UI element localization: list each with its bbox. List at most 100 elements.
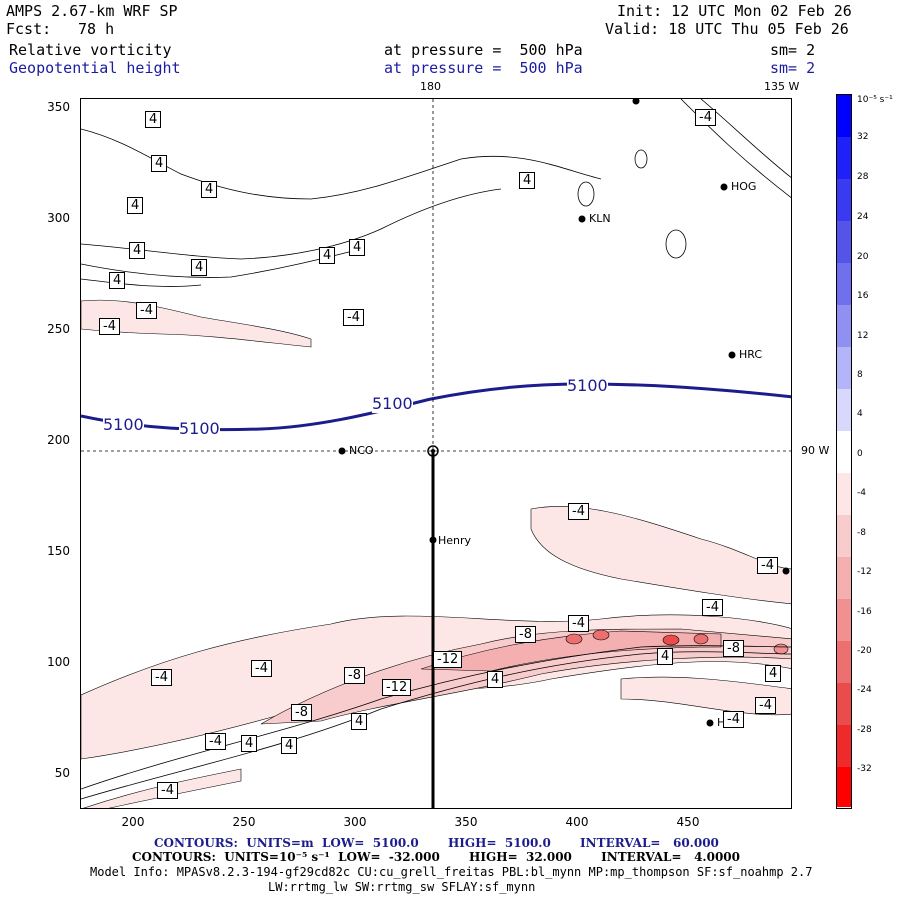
colorbar	[836, 94, 852, 809]
colorbar-label: 12	[857, 331, 869, 341]
x-tick: 200	[121, 815, 145, 829]
colorbar-label: -28	[857, 725, 872, 735]
y-tick: 250	[47, 322, 70, 336]
forecast-label: Fcst:	[6, 20, 52, 38]
colorbar-label: -32	[857, 764, 872, 774]
vort-label: 4	[487, 671, 504, 688]
vort-label: 4	[145, 111, 162, 128]
field2-pressure: at pressure = 500 hPa	[384, 59, 583, 77]
vort-label: 4	[519, 172, 536, 189]
colorbar-swatch	[837, 515, 851, 557]
height-label-4: 5100	[567, 376, 608, 395]
vort-label: -12	[433, 651, 463, 668]
vort-label: 4	[241, 735, 258, 752]
height-label-2: 5100	[179, 419, 220, 438]
colorbar-swatch	[837, 305, 851, 347]
vort-label: -8	[344, 667, 365, 684]
vort-label: -12	[382, 679, 412, 696]
vort-label: 4	[191, 259, 208, 276]
height-label-1: 5100	[103, 415, 144, 434]
colorbar-label: -24	[857, 685, 872, 695]
colorbar-swatch	[837, 599, 851, 641]
vort-label: -8	[515, 626, 536, 643]
vort-label: 4	[657, 648, 674, 665]
colorbar-swatch	[837, 683, 851, 725]
colorbar-label: 24	[857, 212, 869, 222]
model-info-2: LW:rrtmg_lw SW:rrtmg_sw SFLAY:sf_mynn	[268, 880, 536, 894]
colorbar-swatch	[837, 431, 851, 473]
field1-pressure: at pressure = 500 hPa	[384, 41, 583, 59]
y-tick: 200	[47, 433, 70, 447]
colorbar-label: 28	[857, 172, 869, 182]
x-tick: 250	[232, 815, 256, 829]
vort-label: -4	[568, 615, 589, 632]
station-henry: Henry	[438, 534, 472, 547]
vort-label: 4	[151, 155, 168, 172]
colorbar-swatch	[837, 767, 851, 807]
colorbar-swatch	[837, 221, 851, 263]
station-nco: NCO	[349, 444, 374, 457]
y-tick: 50	[54, 766, 70, 780]
vort-label: -4	[251, 660, 272, 677]
colorbar-unit: 10⁻⁵ s⁻¹	[857, 95, 893, 105]
vort-label: 4	[281, 737, 298, 754]
x-tick: 350	[454, 815, 478, 829]
meridian-180-label: 180	[420, 80, 441, 93]
vort-label: 4	[127, 197, 144, 214]
vort-label: 4	[349, 239, 366, 256]
vort-label: 4	[765, 665, 782, 682]
colorbar-label: -12	[857, 567, 872, 577]
meridian-135w-label: 135 W	[764, 80, 800, 93]
colorbar-swatch	[837, 389, 851, 431]
colorbar-label: 16	[857, 291, 869, 301]
colorbar-label: 32	[857, 132, 869, 142]
x-tick: 450	[676, 815, 700, 829]
vort-label: 4	[351, 713, 368, 730]
vort-label: 4	[129, 242, 146, 259]
vort-label: -4	[695, 109, 716, 126]
station-hrc: HRC	[739, 348, 763, 361]
vort-label: -4	[702, 599, 723, 616]
vort-label: 4	[201, 181, 218, 198]
colorbar-swatch	[837, 95, 851, 137]
y-tick: 100	[47, 655, 70, 669]
vort-label: -8	[291, 704, 312, 721]
vort-label: -4	[157, 782, 178, 799]
field1-name: Relative vorticity	[9, 41, 172, 59]
meridian-90w-label: 90 W	[801, 444, 830, 457]
vort-label: -8	[723, 640, 744, 657]
colorbar-swatch	[837, 725, 851, 767]
field2-smoothing: sm= 2	[770, 59, 816, 77]
colorbar-swatch	[837, 557, 851, 599]
map-plot: KLN HOG HRC NCO Henry HG2 5100 5100 5100…	[80, 98, 792, 809]
x-tick: 400	[565, 815, 589, 829]
init-time: Init: 12 UTC Mon 02 Feb 26	[617, 2, 852, 20]
vort-label: -4	[99, 318, 120, 335]
y-tick: 150	[47, 544, 70, 558]
vort-label: -4	[205, 733, 226, 750]
x-tick: 300	[343, 815, 367, 829]
map-canvas	[81, 99, 791, 808]
vort-label: -4	[151, 669, 172, 686]
field1-smoothing: sm= 2	[770, 41, 816, 59]
colorbar-label: -16	[857, 607, 872, 617]
colorbar-label: -20	[857, 646, 872, 656]
vort-label: 4	[109, 272, 126, 289]
vort-label: -4	[757, 557, 778, 574]
y-tick: 350	[47, 100, 70, 114]
colorbar-swatch	[837, 641, 851, 683]
model-info: Model Info: MPASv8.2.3-194-gf29cd82c CU:…	[90, 865, 813, 879]
contours-vorticity-info: CONTOURS: UNITS=10⁻⁵ s⁻¹ LOW= -32.000 HI…	[132, 850, 740, 864]
colorbar-label: 8	[857, 370, 863, 380]
vort-label: -4	[723, 711, 744, 728]
station-kln: KLN	[589, 212, 611, 225]
valid-time: Valid: 18 UTC Thu 05 Feb 26	[605, 20, 849, 38]
model-title: AMPS 2.67-km WRF SP	[6, 2, 178, 20]
colorbar-label: -8	[857, 528, 866, 538]
colorbar-swatch	[837, 473, 851, 515]
contours-height-info: CONTOURS: UNITS=m LOW= 5100.0 HIGH= 5100…	[154, 836, 719, 850]
vort-label: -4	[343, 309, 364, 326]
station-hog: HOG	[731, 180, 757, 193]
colorbar-swatch	[837, 263, 851, 305]
height-label-3: 5100	[372, 394, 413, 413]
